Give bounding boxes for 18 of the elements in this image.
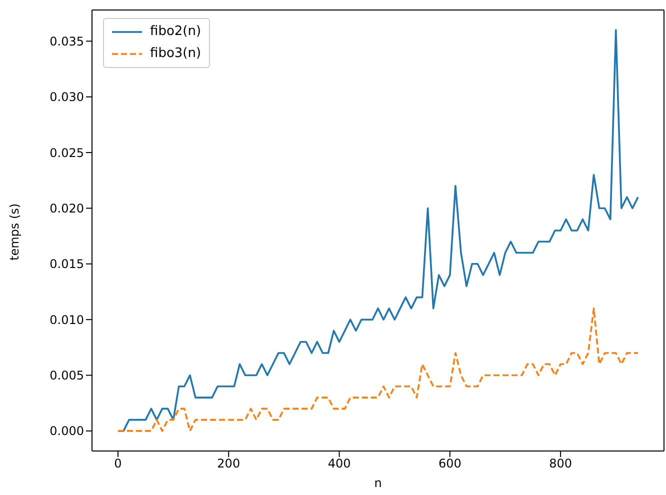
y-tick-label: 0.000 bbox=[50, 424, 84, 438]
legend-label: fibo3(n) bbox=[150, 45, 202, 63]
line-series bbox=[117, 308, 639, 432]
y-tick-label: 0.020 bbox=[50, 201, 84, 216]
y-tick-label: 0.015 bbox=[50, 257, 84, 272]
y-tick-label: 0.025 bbox=[50, 146, 84, 160]
x-tick-label: 400 bbox=[328, 456, 351, 471]
x-tick-label: 600 bbox=[438, 456, 462, 471]
y-tick-label: 0.035 bbox=[50, 34, 84, 48]
x-tick-label: 200 bbox=[217, 456, 240, 471]
x-tick-label: 800 bbox=[549, 456, 572, 471]
x-tick-label: 0 bbox=[114, 456, 122, 471]
legend-label: fibo2(n) bbox=[150, 23, 202, 41]
y-tick-label: 0.005 bbox=[50, 368, 84, 383]
y-tick-label: 0.030 bbox=[50, 90, 84, 104]
y-axis-title: temps (s) bbox=[7, 203, 22, 260]
x-axis-title: n bbox=[374, 476, 382, 490]
y-tick-label: 0.010 bbox=[50, 312, 84, 327]
